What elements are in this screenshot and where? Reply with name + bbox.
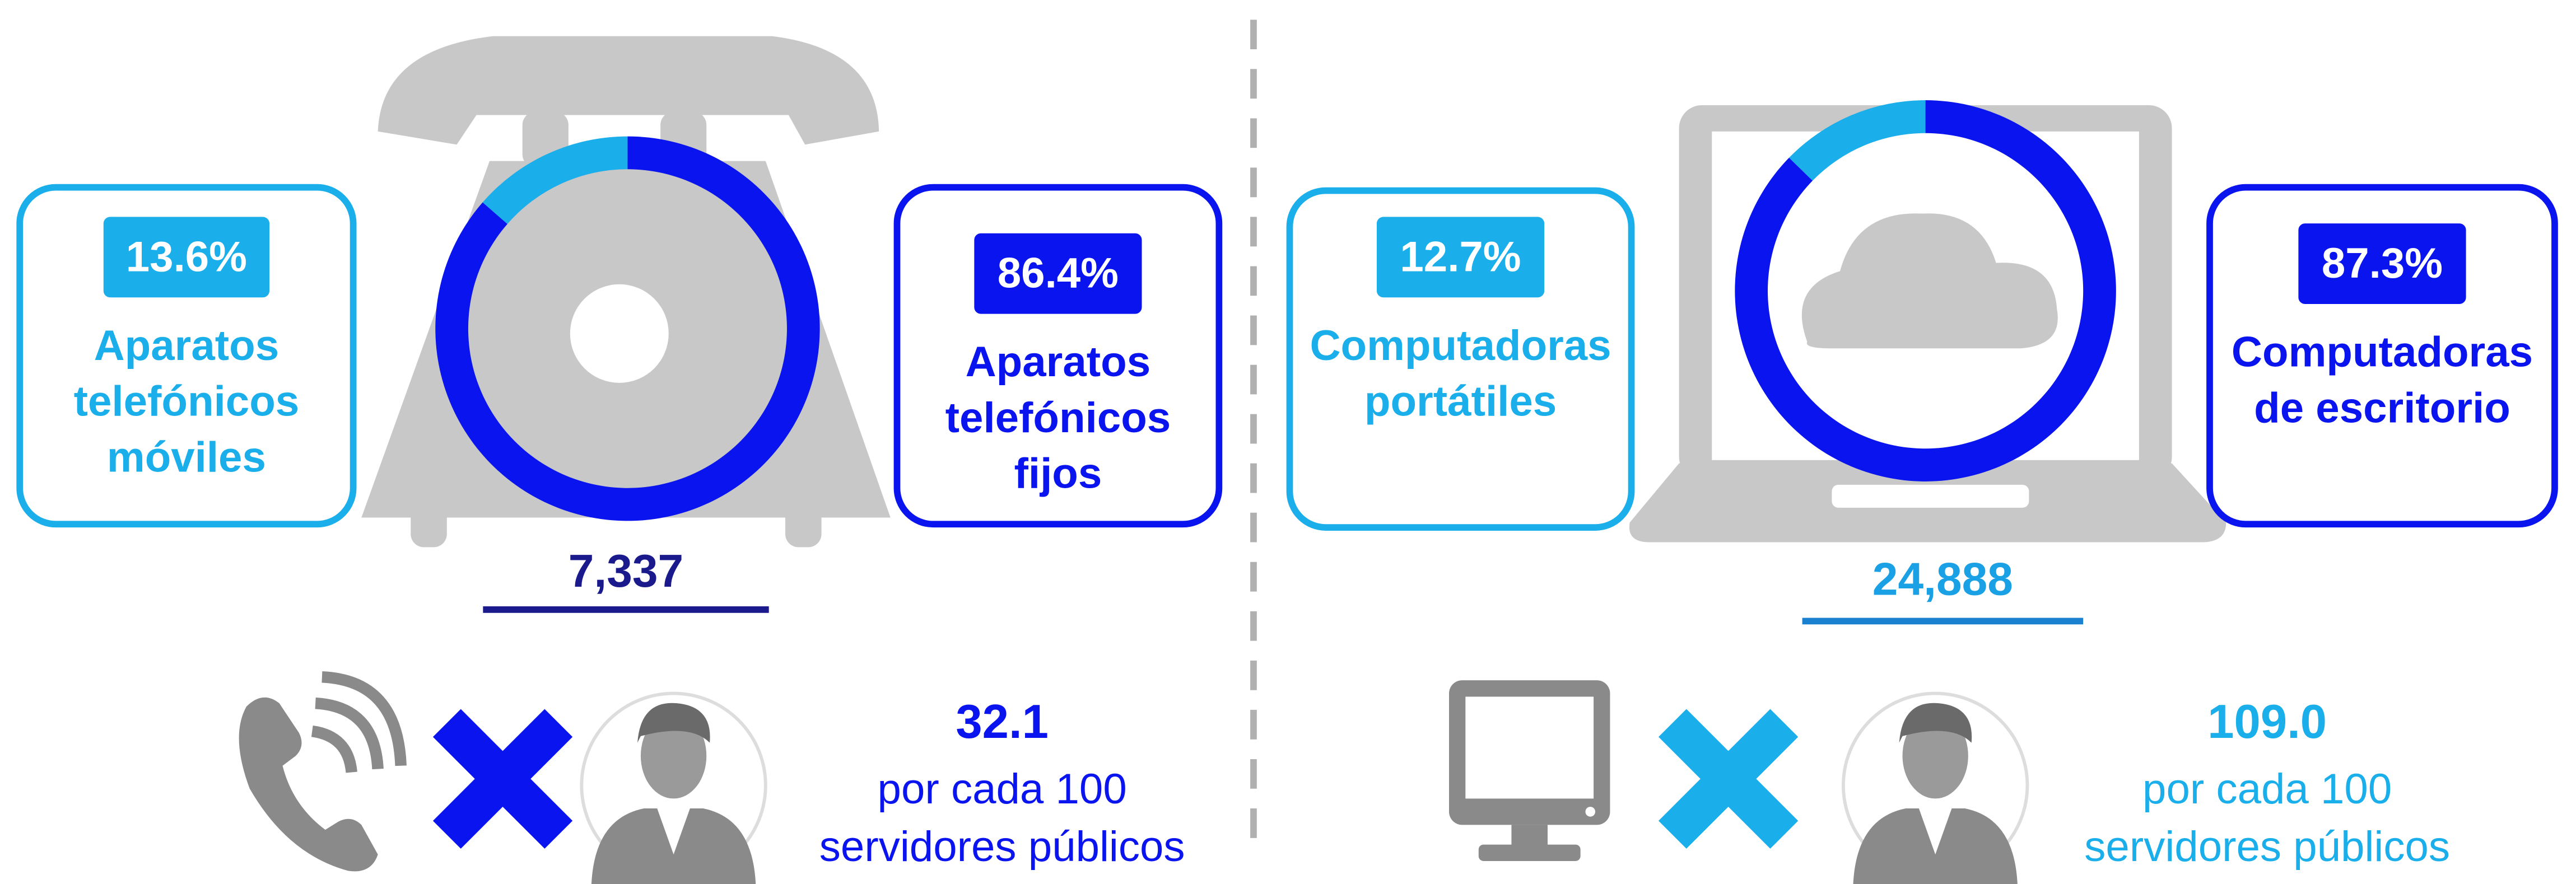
category-label: Computadoras portátiles	[1293, 317, 1628, 429]
page: 13.6% Aparatos telefónicos móviles 86.4% Ap…	[0, 0, 2576, 884]
ratio-text: por cada 100	[789, 764, 1216, 815]
legend-box: 86.4% Aparatos telefónicos fijos	[894, 184, 1223, 527]
percentage-label: 12.7%	[1377, 217, 1544, 297]
monitor-icon	[1449, 680, 1610, 861]
legend-box: 13.6% Aparatos telefónicos móviles	[16, 184, 356, 527]
ratio-text: servidores públicos	[2053, 822, 2481, 873]
category-label: Aparatos telefónicos fijos	[900, 334, 1215, 501]
multiply-icon	[447, 723, 558, 835]
multiply-icon	[1673, 723, 1784, 835]
person-icon	[1843, 694, 2028, 884]
legend-box: 12.7% Computadoras portátiles	[1287, 188, 1635, 531]
total-value: 24,888	[1802, 554, 2084, 606]
total-underline	[1802, 618, 2084, 625]
ratio-value: 32.1	[789, 696, 1216, 751]
legend-box: 87.3% Computadoras de escritorio	[2206, 184, 2558, 527]
dial-hole	[570, 284, 669, 383]
phone-icon	[239, 677, 401, 871]
percentage-label: 86.4%	[975, 233, 1142, 314]
total-underline	[483, 606, 768, 613]
infographic: 13.6% Aparatos telefónicos móviles 86.4% Ap…	[0, 0, 2576, 884]
person-icon	[581, 694, 766, 884]
percentage-label: 13.6%	[103, 217, 270, 297]
ratio-text: por cada 100	[2053, 764, 2481, 815]
percentage-label: 87.3%	[2299, 223, 2466, 304]
category-label: Aparatos telefónicos móviles	[23, 317, 350, 484]
total-value: 7,337	[483, 545, 768, 598]
ratio-text: servidores públicos	[789, 822, 1216, 873]
category-label: Computadoras de escritorio	[2213, 324, 2551, 436]
ratio-value: 109.0	[2053, 696, 2481, 751]
